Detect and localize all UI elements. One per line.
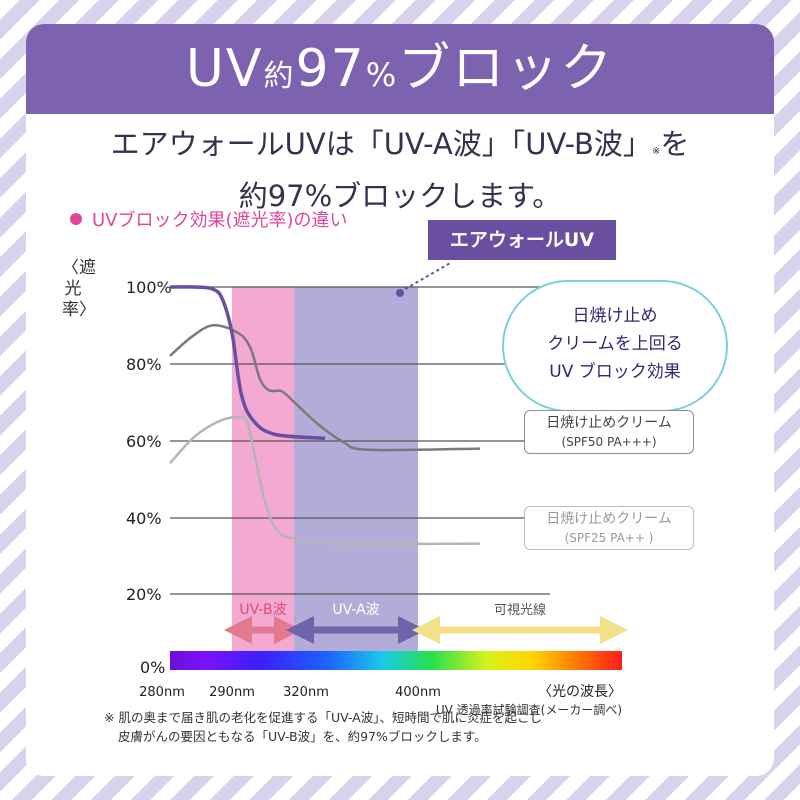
x-tick-400nm: 400nm [395, 685, 441, 700]
lead-mark: ※ [651, 146, 661, 157]
legend-spf25: 日焼け止めクリーム (SPF25 PA++ ) [524, 506, 694, 550]
y-tick-60: 60% [126, 432, 162, 451]
legend-spf25-spec: (SPF25 PA++ ) [564, 531, 654, 545]
chart-title-text: UVブロック効果(遮光率)の違い [92, 210, 348, 231]
airwall-uv-label: エアウォールUV [428, 220, 616, 260]
lead-line-1-end: を [660, 127, 690, 161]
series-line-spf25 [169, 415, 481, 546]
airwall-callout-dot [396, 289, 404, 297]
y-tick-0: 0% [140, 658, 165, 677]
bubble-line-2: クリームを上回る [547, 334, 683, 354]
banner-num: 97 [295, 39, 366, 99]
lead-line-2: 約97%ブロックします。 [238, 179, 562, 213]
y-tick-40: 40% [126, 509, 162, 528]
y-tick-20: 20% [126, 585, 162, 604]
bullet-dot-icon [70, 213, 82, 225]
lead-text: エアウォールUVは「UV-A波」「UV-B波」※を 約97%ブロックします。 [26, 122, 774, 218]
bubble-line-1: 日焼け止め [572, 306, 658, 326]
bubble-line-3: UV ブロック効果 [549, 362, 681, 382]
footnote-line-1: ※ 肌の奥まで届き肌の老化を促進する「UV-A波」、短時間で肌に炎症を起こし [104, 710, 542, 725]
x-tick-290nm: 290nm [209, 685, 255, 700]
series-line-spf50 [169, 324, 481, 452]
uva-region-label: UV-A波 [332, 602, 379, 618]
source-note: UV 透過率試験調査(メーカー調べ) [436, 702, 622, 717]
banner-uv: UV [185, 39, 264, 99]
banner-block: ブロック [398, 39, 615, 99]
uvb-region-label: UV-B波 [239, 602, 286, 618]
chart-title: UVブロック効果(遮光率)の違い [70, 206, 348, 232]
footnote-line-2: 皮膚がんの要因ともなる「UV-B波」を、約97%ブロックします。 [118, 729, 487, 744]
y-tick-80: 80% [126, 355, 162, 374]
headline-banner: UV約97%ブロック [26, 24, 774, 114]
uvb-band [232, 287, 294, 651]
y-tick-100: 100% [126, 278, 172, 297]
visible-region-label: 可視光線 [494, 602, 546, 618]
footnote: ※ 肌の奥まで届き肌の老化を促進する「UV-A波」、短時間で肌に炎症を起こし 皮… [104, 708, 724, 746]
banner-pct: % [365, 56, 399, 94]
callout-bubble: 日焼け止め クリームを上回る UV ブロック効果 [502, 280, 728, 412]
spectrum-bar [170, 651, 622, 670]
legend-spf50-spec: (SPF50 PA+++) [561, 435, 657, 449]
legend-spf50: 日焼け止めクリーム (SPF50 PA+++) [524, 410, 694, 454]
lead-line-1: エアウォールUVは「UV-A波」「UV-B波」※を [26, 122, 774, 174]
uva-band [294, 287, 418, 651]
lead-line-1-text: エアウォールUVは「UV-A波」「UV-B波」 [110, 127, 652, 161]
banner-yaku: 約 [263, 59, 296, 94]
legend-spf50-name: 日焼け止めクリーム [546, 415, 672, 431]
legend-spf25-name: 日焼け止めクリーム [546, 511, 672, 527]
x-tick-320nm: 320nm [283, 685, 329, 700]
airwall-callout-leader [399, 261, 453, 293]
x-tick-280nm: 280nm [139, 685, 185, 700]
x-axis-end-label: 〈光の波長〉 [538, 684, 622, 700]
series-line-airwall-uv [169, 285, 326, 441]
